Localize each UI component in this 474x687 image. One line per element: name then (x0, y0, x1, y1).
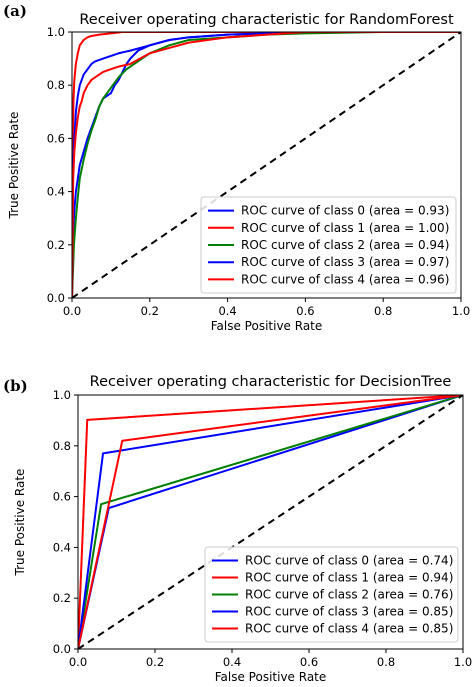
y-tick-label: 0.6 (53, 490, 71, 504)
legend-entry: ROC curve of class 1 (area = 1.00) (241, 221, 449, 235)
legend-entry: ROC curve of class 3 (area = 0.97) (241, 255, 449, 269)
x-tick-label: 1.0 (454, 655, 472, 669)
plot-frame (77, 394, 464, 650)
legend-entry: ROC curve of class 0 (area = 0.74) (245, 554, 453, 568)
x-tick-label: 0.6 (296, 304, 314, 318)
chance-diagonal (78, 395, 463, 649)
chance-diagonal (72, 32, 461, 298)
axis-ticks: 0.0 0.2 0.4 0.6 0.8 1.0 0.0 0.2 0.4 0.6 0.8 1.0 (47, 25, 470, 318)
x-tick-label: 0.8 (377, 655, 395, 669)
y-tick-label: 0.2 (53, 591, 71, 605)
y-tick-label: 0.2 (47, 238, 65, 252)
legend-entry: ROC curve of class 4 (area = 0.85) (245, 622, 453, 636)
roc-curve-class-1 (72, 32, 461, 298)
roc-curve-class-3 (72, 32, 461, 298)
x-tick-label: 0.6 (300, 655, 318, 669)
roc-panel-0: (a) Receiver operating characteristic for… (3, 2, 470, 333)
axis-ticks: 0.0 0.2 0.4 0.6 0.8 1.0 0.0 0.2 0.4 0.6 0.8 1.0 (53, 388, 472, 669)
y-tick-label: 1.0 (53, 388, 71, 402)
chart-title: Receiver operating characteristic for Ra… (79, 12, 454, 28)
legend: ROC curve of class 0 (area = 0.93) ROC cu… (200, 196, 457, 294)
x-tick-label: 1.0 (452, 304, 470, 318)
x-tick-label: 0.4 (218, 304, 236, 318)
x-tick-label: 0.2 (141, 304, 159, 318)
legend: ROC curve of class 0 (area = 0.74) ROC cu… (204, 546, 459, 643)
y-tick-label: 0.0 (47, 291, 65, 305)
legend-box (204, 546, 459, 643)
roc-panel-1: (b) Receiver operating characteristic for… (3, 374, 472, 684)
roc-curve-class-3 (78, 395, 463, 649)
roc-curve-class-2 (78, 395, 463, 649)
y-tick-label: 0.8 (47, 78, 65, 92)
x-axis-label: False Positive Rate (215, 670, 327, 684)
legend-entry: ROC curve of class 0 (area = 0.93) (241, 204, 449, 218)
legend-entry: ROC curve of class 2 (area = 0.76) (245, 588, 453, 602)
legend-entry: ROC curve of class 1 (area = 0.94) (245, 571, 453, 585)
y-tick-label: 1.0 (47, 25, 65, 39)
x-tick-label: 0.4 (223, 655, 241, 669)
y-tick-label: 0.4 (53, 540, 71, 554)
legend-entry: ROC curve of class 2 (area = 0.94) (241, 238, 449, 252)
chart-title: Receiver operating characteristic for De… (90, 374, 452, 390)
x-tick-label: 0.2 (146, 655, 164, 669)
y-tick-label: 0.0 (53, 642, 71, 656)
y-tick-label: 0.6 (47, 131, 65, 145)
legend-box (200, 196, 457, 294)
y-tick-label: 0.4 (47, 185, 65, 199)
legend-entry: ROC curve of class 3 (area = 0.85) (245, 605, 453, 619)
roc-curve-class-4 (78, 395, 463, 649)
x-tick-label: 0.0 (63, 304, 81, 318)
y-tick-label: 0.8 (53, 439, 71, 453)
y-axis-label: True Positive Rate (7, 112, 21, 220)
x-tick-label: 0.0 (69, 655, 87, 669)
plot-frame (71, 31, 462, 299)
roc-curves (72, 32, 461, 298)
roc-curve-class-1 (78, 395, 463, 649)
y-axis-label: True Positive Rate (13, 469, 27, 577)
x-axis-label: False Positive Rate (211, 319, 323, 333)
x-tick-label: 0.8 (374, 304, 392, 318)
panel-label: (a) (3, 2, 27, 20)
panel-label: (b) (3, 377, 28, 395)
roc-curve-class-4 (72, 32, 461, 298)
roc-curves (78, 395, 463, 649)
legend-entry: ROC curve of class 4 (area = 0.96) (241, 272, 449, 286)
